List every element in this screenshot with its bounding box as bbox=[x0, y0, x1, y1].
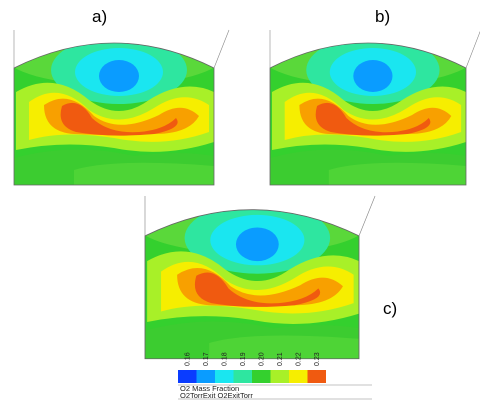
colorbar-tick-label: 0.17 bbox=[203, 352, 210, 366]
panel-label: a) bbox=[92, 7, 107, 26]
colorbar-swatch bbox=[233, 370, 252, 383]
colorbar-tick-label: 0.22 bbox=[295, 352, 302, 366]
panel-label: b) bbox=[375, 7, 390, 26]
contour-plot-c bbox=[134, 191, 375, 359]
colorbar-swatch bbox=[252, 370, 271, 383]
colorbar-swatch bbox=[196, 370, 215, 383]
colorbar-title: O2 Mass Fraction bbox=[180, 384, 239, 393]
colorbar-tick-label: 0.20 bbox=[258, 352, 265, 366]
colorbar-swatch bbox=[270, 370, 289, 383]
colorbar-swatch bbox=[178, 370, 197, 383]
colorbar-tick-label: 0.19 bbox=[240, 352, 247, 366]
panel-label: c) bbox=[383, 299, 397, 318]
colorbar-tick-label: 0.21 bbox=[277, 352, 284, 366]
colorbar-swatch bbox=[215, 370, 234, 383]
colorbar-swatch bbox=[307, 370, 326, 383]
colorbar: 0.16 0.17 0.18 0.19 0.20 0.21 0.22 0.23 bbox=[178, 352, 326, 383]
contour-plot-b bbox=[260, 25, 480, 185]
contour-plot-a bbox=[4, 25, 229, 185]
colorbar-tick-label: 0.23 bbox=[314, 352, 321, 366]
colorbar-tick-label: 0.16 bbox=[184, 352, 191, 366]
colorbar-tick-label: 0.18 bbox=[221, 352, 228, 366]
colorbar-swatch bbox=[289, 370, 308, 383]
colorbar-subtitle: O2TorrExit O2ExitTorr bbox=[180, 391, 253, 400]
